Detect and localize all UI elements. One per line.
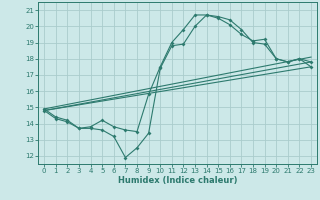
- X-axis label: Humidex (Indice chaleur): Humidex (Indice chaleur): [118, 176, 237, 185]
